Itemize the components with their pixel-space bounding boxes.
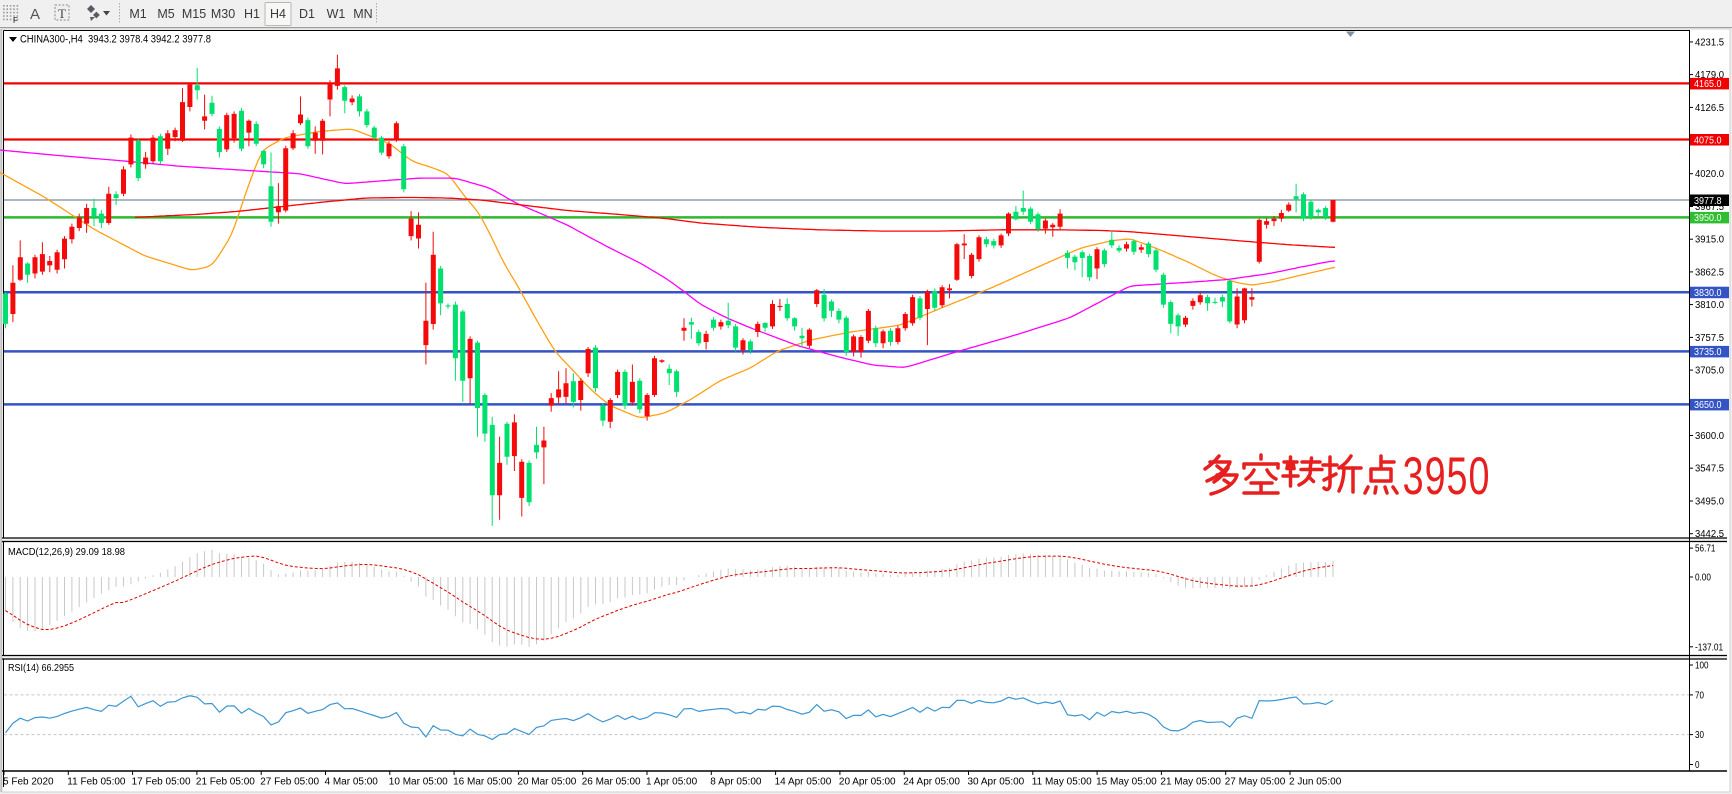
svg-text:H4: H4 — [270, 7, 286, 21]
svg-text:M5: M5 — [157, 7, 174, 21]
svg-text:4231.5: 4231.5 — [1695, 37, 1724, 48]
svg-text:3915.0: 3915.0 — [1695, 235, 1724, 246]
svg-text:11 May 05:00: 11 May 05:00 — [1032, 777, 1092, 788]
svg-text:3967.5: 3967.5 — [1695, 202, 1724, 213]
svg-text:0.00: 0.00 — [1695, 573, 1711, 584]
svg-text:MN: MN — [353, 7, 372, 21]
svg-text:21 May 05:00: 21 May 05:00 — [1160, 777, 1221, 788]
svg-text:3950.0: 3950.0 — [1694, 212, 1722, 224]
svg-text:24 Apr 05:00: 24 Apr 05:00 — [903, 777, 960, 788]
svg-text:W1: W1 — [327, 7, 346, 21]
svg-text:4126.5: 4126.5 — [1695, 103, 1724, 114]
svg-text:4020.0: 4020.0 — [1695, 169, 1724, 180]
svg-text:M15: M15 — [182, 7, 206, 21]
svg-text:8 Apr 05:00: 8 Apr 05:00 — [710, 777, 762, 788]
svg-text:3810.0: 3810.0 — [1695, 300, 1724, 311]
svg-text:4179.0: 4179.0 — [1695, 70, 1724, 81]
svg-text:3830.0: 3830.0 — [1694, 287, 1722, 299]
svg-text:14 Apr 05:00: 14 Apr 05:00 — [775, 777, 832, 788]
svg-text:A: A — [30, 6, 40, 23]
svg-text:3600.0: 3600.0 — [1695, 431, 1724, 442]
svg-text:56.71: 56.71 — [1695, 544, 1716, 555]
svg-text:T: T — [58, 6, 66, 21]
svg-text:CHINA300-,H4 3943.2 3978.4 39: CHINA300-,H4 3943.2 3978.4 3942.2 3977.8 — [20, 34, 211, 46]
svg-text:3705.0: 3705.0 — [1695, 366, 1724, 377]
svg-text:1 Apr 05:00: 1 Apr 05:00 — [646, 777, 698, 788]
svg-text:MACD(12,26,9) 29.09 18.98: MACD(12,26,9) 29.09 18.98 — [8, 546, 125, 558]
svg-text:M30: M30 — [211, 7, 235, 21]
svg-text:4165.0: 4165.0 — [1694, 78, 1722, 90]
svg-text:100: 100 — [1695, 661, 1709, 672]
svg-text:27 Feb 05:00: 27 Feb 05:00 — [260, 777, 319, 788]
svg-text:3495.0: 3495.0 — [1695, 497, 1724, 508]
svg-text:D1: D1 — [299, 7, 315, 21]
svg-text:F: F — [13, 16, 18, 25]
svg-text:M1: M1 — [129, 7, 146, 21]
svg-text:30 Apr 05:00: 30 Apr 05:00 — [968, 777, 1025, 788]
svg-text:3650.0: 3650.0 — [1694, 399, 1722, 411]
svg-text:3950: 3950 — [1403, 446, 1490, 506]
svg-text:RSI(14) 66.2955: RSI(14) 66.2955 — [8, 662, 74, 674]
svg-text:20 Apr 05:00: 20 Apr 05:00 — [839, 777, 896, 788]
svg-text:H1: H1 — [244, 7, 260, 21]
svg-text:4075.0: 4075.0 — [1694, 134, 1722, 146]
svg-text:30: 30 — [1695, 730, 1704, 741]
svg-text:70: 70 — [1695, 690, 1704, 701]
svg-text:3757.5: 3757.5 — [1695, 333, 1724, 344]
svg-text:3977.8: 3977.8 — [1694, 195, 1722, 207]
svg-text:27 May 05:00: 27 May 05:00 — [1225, 777, 1286, 788]
svg-text:17 Feb 05:00: 17 Feb 05:00 — [132, 777, 191, 788]
svg-text:3547.5: 3547.5 — [1695, 464, 1724, 475]
svg-text:11 Feb 05:00: 11 Feb 05:00 — [67, 777, 126, 788]
svg-text:-137.01: -137.01 — [1695, 642, 1723, 653]
svg-text:26 Mar 05:00: 26 Mar 05:00 — [582, 777, 641, 788]
svg-text:20 Mar 05:00: 20 Mar 05:00 — [517, 777, 576, 788]
svg-text:10 Mar 05:00: 10 Mar 05:00 — [389, 777, 448, 788]
svg-text:15 May 05:00: 15 May 05:00 — [1096, 777, 1157, 788]
svg-text:3735.0: 3735.0 — [1694, 346, 1722, 358]
svg-text:16 Mar 05:00: 16 Mar 05:00 — [453, 777, 512, 788]
svg-text:5 Feb 2020: 5 Feb 2020 — [3, 777, 54, 788]
svg-text:21 Feb 05:00: 21 Feb 05:00 — [196, 777, 255, 788]
svg-text:4 Mar 05:00: 4 Mar 05:00 — [325, 777, 379, 788]
svg-text:0: 0 — [1695, 760, 1700, 771]
svg-text:2 Jun 05:00: 2 Jun 05:00 — [1289, 777, 1342, 788]
svg-text:3862.5: 3862.5 — [1695, 267, 1724, 278]
svg-text:3442.5: 3442.5 — [1695, 529, 1724, 540]
